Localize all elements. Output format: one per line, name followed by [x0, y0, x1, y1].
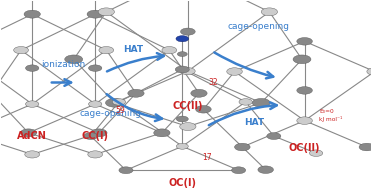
Circle shape	[65, 55, 83, 64]
Circle shape	[359, 143, 372, 151]
Circle shape	[88, 151, 103, 158]
Circle shape	[154, 129, 170, 137]
Circle shape	[25, 151, 39, 158]
Circle shape	[297, 87, 312, 94]
Circle shape	[162, 46, 177, 54]
Circle shape	[87, 10, 103, 18]
Circle shape	[232, 167, 246, 174]
Circle shape	[26, 65, 39, 71]
Circle shape	[175, 66, 189, 73]
Text: HAT: HAT	[123, 45, 144, 54]
Circle shape	[297, 117, 312, 124]
Circle shape	[176, 143, 188, 149]
Circle shape	[267, 133, 281, 139]
Circle shape	[227, 68, 242, 75]
Circle shape	[20, 129, 37, 137]
Circle shape	[24, 10, 40, 18]
Circle shape	[258, 166, 273, 174]
Text: 59: 59	[116, 106, 125, 115]
Text: cage-opening: cage-opening	[79, 108, 141, 118]
Circle shape	[261, 8, 278, 16]
Text: CC(II): CC(II)	[173, 101, 203, 111]
Text: CC(I): CC(I)	[82, 131, 109, 141]
Text: 32: 32	[208, 78, 218, 87]
Circle shape	[177, 52, 187, 57]
Text: 17: 17	[203, 153, 212, 162]
Text: OC(I): OC(I)	[168, 178, 196, 188]
Text: ionization: ionization	[41, 60, 85, 69]
Circle shape	[367, 68, 372, 75]
Circle shape	[180, 28, 195, 35]
Circle shape	[119, 167, 133, 174]
Text: AdCN: AdCN	[17, 131, 47, 141]
Circle shape	[180, 123, 196, 131]
Text: cage-opening: cage-opening	[227, 22, 289, 31]
Circle shape	[128, 89, 144, 97]
Circle shape	[106, 98, 124, 107]
Circle shape	[252, 98, 270, 107]
Circle shape	[310, 150, 323, 156]
Circle shape	[89, 65, 102, 71]
Circle shape	[176, 116, 188, 122]
Circle shape	[112, 99, 126, 105]
Circle shape	[239, 99, 252, 105]
Text: OC(II): OC(II)	[289, 143, 320, 153]
Circle shape	[191, 89, 207, 97]
Circle shape	[99, 46, 114, 54]
Circle shape	[27, 0, 37, 1]
Circle shape	[90, 0, 100, 1]
Text: HAT: HAT	[244, 119, 264, 127]
Circle shape	[180, 68, 195, 75]
Circle shape	[14, 46, 29, 54]
Circle shape	[91, 129, 107, 137]
Circle shape	[26, 101, 39, 107]
Circle shape	[176, 36, 189, 42]
Circle shape	[293, 55, 311, 64]
Circle shape	[235, 143, 250, 151]
Circle shape	[98, 8, 115, 16]
Circle shape	[196, 105, 211, 113]
Circle shape	[297, 38, 312, 45]
Text: E₀=0
kJ mol⁻¹: E₀=0 kJ mol⁻¹	[320, 108, 343, 122]
Circle shape	[84, 133, 98, 139]
Circle shape	[89, 101, 102, 107]
